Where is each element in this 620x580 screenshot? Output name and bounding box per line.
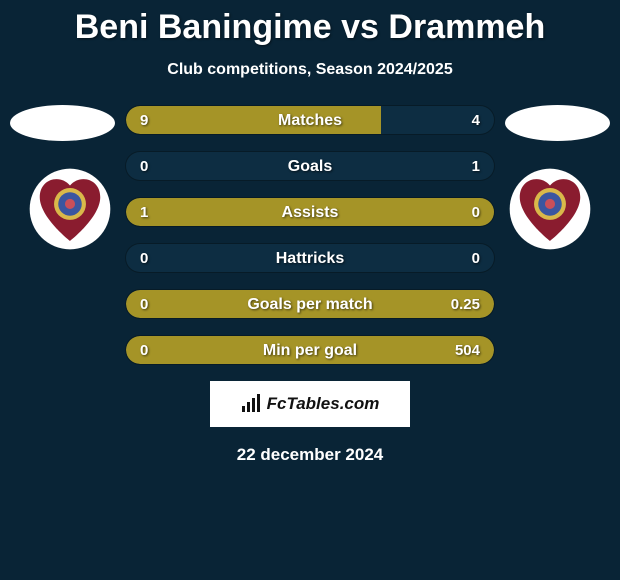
stat-row: 0Min per goal504 [125, 335, 495, 365]
stat-label: Goals [126, 152, 494, 181]
stat-row: 0Goals1 [125, 151, 495, 181]
comparison-title: Beni Baningime vs Drammeh [0, 0, 620, 47]
stat-row: 9Matches4 [125, 105, 495, 135]
footer-site-text: FcTables.com [267, 394, 380, 414]
player-left-flag [10, 105, 115, 141]
crest-icon [508, 167, 592, 251]
stat-right-value: 504 [455, 336, 480, 365]
stat-label: Min per goal [126, 336, 494, 365]
stat-label: Assists [126, 198, 494, 227]
stat-bars: 9Matches40Goals11Assists00Hattricks00Goa… [125, 105, 495, 365]
stat-right-value: 0.25 [451, 290, 480, 319]
player-left-crest [28, 167, 112, 251]
footer-date: 22 december 2024 [0, 445, 620, 465]
stat-right-value: 0 [472, 198, 480, 227]
player-right-crest [508, 167, 592, 251]
stat-label: Matches [126, 106, 494, 135]
stat-right-value: 4 [472, 106, 480, 135]
stat-right-value: 1 [472, 152, 480, 181]
crest-icon [28, 167, 112, 251]
chart-icon [241, 394, 261, 414]
stat-row: 0Goals per match0.25 [125, 289, 495, 319]
comparison-subtitle: Club competitions, Season 2024/2025 [0, 61, 620, 79]
stat-label: Goals per match [126, 290, 494, 319]
comparison-body: 9Matches40Goals11Assists00Hattricks00Goa… [0, 105, 620, 365]
stat-row: 0Hattricks0 [125, 243, 495, 273]
player-right-flag [505, 105, 610, 141]
stat-right-value: 0 [472, 244, 480, 273]
footer-logo: FcTables.com [210, 381, 410, 427]
stat-row: 1Assists0 [125, 197, 495, 227]
stat-label: Hattricks [126, 244, 494, 273]
